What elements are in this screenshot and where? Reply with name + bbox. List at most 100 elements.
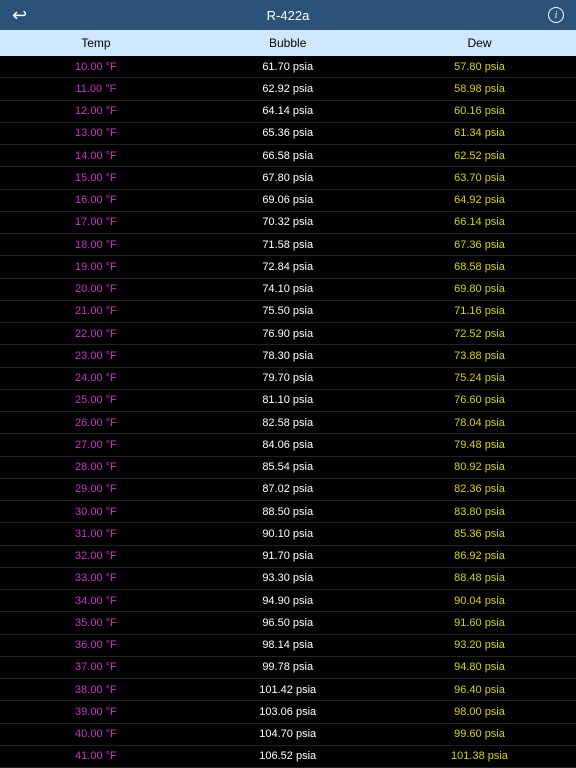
cell-dew: 75.24 psia bbox=[384, 372, 576, 384]
info-icon: i bbox=[548, 7, 564, 23]
table-row[interactable]: 24.00 °F79.70 psia75.24 psia bbox=[0, 368, 576, 390]
table-row[interactable]: 19.00 °F72.84 psia68.58 psia bbox=[0, 256, 576, 278]
table-row[interactable]: 13.00 °F65.36 psia61.34 psia bbox=[0, 123, 576, 145]
cell-bubble: 64.14 psia bbox=[192, 105, 384, 117]
table-row[interactable]: 31.00 °F90.10 psia85.36 psia bbox=[0, 523, 576, 545]
table-row[interactable]: 16.00 °F69.06 psia64.92 psia bbox=[0, 190, 576, 212]
cell-bubble: 69.06 psia bbox=[192, 194, 384, 206]
cell-dew: 83.80 psia bbox=[384, 506, 576, 518]
cell-temp: 40.00 °F bbox=[0, 728, 192, 740]
table-row[interactable]: 40.00 °F104.70 psia99.60 psia bbox=[0, 724, 576, 746]
table-row[interactable]: 41.00 °F106.52 psia101.38 psia bbox=[0, 746, 576, 768]
cell-temp: 26.00 °F bbox=[0, 417, 192, 429]
cell-dew: 96.40 psia bbox=[384, 684, 576, 696]
cell-temp: 25.00 °F bbox=[0, 394, 192, 406]
cell-dew: 99.60 psia bbox=[384, 728, 576, 740]
table-row[interactable]: 25.00 °F81.10 psia76.60 psia bbox=[0, 390, 576, 412]
cell-dew: 57.80 psia bbox=[384, 61, 576, 73]
cell-temp: 22.00 °F bbox=[0, 328, 192, 340]
cell-temp: 20.00 °F bbox=[0, 283, 192, 295]
cell-dew: 66.14 psia bbox=[384, 216, 576, 228]
table-row[interactable]: 29.00 °F87.02 psia82.36 psia bbox=[0, 479, 576, 501]
cell-temp: 31.00 °F bbox=[0, 528, 192, 540]
table-row[interactable]: 35.00 °F96.50 psia91.60 psia bbox=[0, 612, 576, 634]
table-row[interactable]: 34.00 °F94.90 psia90.04 psia bbox=[0, 590, 576, 612]
cell-bubble: 84.06 psia bbox=[192, 439, 384, 451]
cell-dew: 72.52 psia bbox=[384, 328, 576, 340]
cell-bubble: 98.14 psia bbox=[192, 639, 384, 651]
table-row[interactable]: 39.00 °F103.06 psia98.00 psia bbox=[0, 701, 576, 723]
cell-dew: 67.36 psia bbox=[384, 239, 576, 251]
cell-temp: 16.00 °F bbox=[0, 194, 192, 206]
table-row[interactable]: 17.00 °F70.32 psia66.14 psia bbox=[0, 212, 576, 234]
table-header: Temp Bubble Dew bbox=[0, 30, 576, 56]
cell-dew: 98.00 psia bbox=[384, 706, 576, 718]
table-row[interactable]: 37.00 °F99.78 psia94.80 psia bbox=[0, 657, 576, 679]
table-row[interactable]: 28.00 °F85.54 psia80.92 psia bbox=[0, 457, 576, 479]
cell-dew: 60.16 psia bbox=[384, 105, 576, 117]
cell-dew: 64.92 psia bbox=[384, 194, 576, 206]
table-row[interactable]: 14.00 °F66.58 psia62.52 psia bbox=[0, 145, 576, 167]
cell-bubble: 87.02 psia bbox=[192, 483, 384, 495]
cell-temp: 30.00 °F bbox=[0, 506, 192, 518]
cell-dew: 76.60 psia bbox=[384, 394, 576, 406]
cell-bubble: 94.90 psia bbox=[192, 595, 384, 607]
cell-temp: 35.00 °F bbox=[0, 617, 192, 629]
cell-bubble: 88.50 psia bbox=[192, 506, 384, 518]
table-row[interactable]: 11.00 °F62.92 psia58.98 psia bbox=[0, 78, 576, 100]
cell-temp: 12.00 °F bbox=[0, 105, 192, 117]
info-button[interactable]: i bbox=[534, 7, 564, 23]
cell-dew: 71.16 psia bbox=[384, 305, 576, 317]
cell-dew: 63.70 psia bbox=[384, 172, 576, 184]
cell-dew: 90.04 psia bbox=[384, 595, 576, 607]
cell-temp: 24.00 °F bbox=[0, 372, 192, 384]
table-row[interactable]: 26.00 °F82.58 psia78.04 psia bbox=[0, 412, 576, 434]
cell-temp: 29.00 °F bbox=[0, 483, 192, 495]
cell-bubble: 81.10 psia bbox=[192, 394, 384, 406]
cell-bubble: 90.10 psia bbox=[192, 528, 384, 540]
cell-dew: 82.36 psia bbox=[384, 483, 576, 495]
cell-bubble: 99.78 psia bbox=[192, 661, 384, 673]
cell-dew: 61.34 psia bbox=[384, 127, 576, 139]
cell-temp: 18.00 °F bbox=[0, 239, 192, 251]
back-arrow-icon: ↪ bbox=[12, 5, 27, 26]
cell-bubble: 70.32 psia bbox=[192, 216, 384, 228]
table-row[interactable]: 12.00 °F64.14 psia60.16 psia bbox=[0, 101, 576, 123]
cell-dew: 69.80 psia bbox=[384, 283, 576, 295]
cell-temp: 15.00 °F bbox=[0, 172, 192, 184]
cell-temp: 28.00 °F bbox=[0, 461, 192, 473]
cell-bubble: 101.42 psia bbox=[192, 684, 384, 696]
table-row[interactable]: 33.00 °F93.30 psia88.48 psia bbox=[0, 568, 576, 590]
cell-dew: 101.38 psia bbox=[384, 750, 576, 762]
cell-bubble: 61.70 psia bbox=[192, 61, 384, 73]
table-row[interactable]: 18.00 °F71.58 psia67.36 psia bbox=[0, 234, 576, 256]
cell-dew: 94.80 psia bbox=[384, 661, 576, 673]
table-row[interactable]: 30.00 °F88.50 psia83.80 psia bbox=[0, 501, 576, 523]
table-row[interactable]: 15.00 °F67.80 psia63.70 psia bbox=[0, 167, 576, 189]
table-row[interactable]: 36.00 °F98.14 psia93.20 psia bbox=[0, 635, 576, 657]
cell-bubble: 78.30 psia bbox=[192, 350, 384, 362]
header-bubble: Bubble bbox=[192, 36, 384, 50]
cell-bubble: 76.90 psia bbox=[192, 328, 384, 340]
cell-bubble: 91.70 psia bbox=[192, 550, 384, 562]
cell-bubble: 93.30 psia bbox=[192, 572, 384, 584]
nav-bar: ↪ R-422a i bbox=[0, 0, 576, 30]
cell-temp: 32.00 °F bbox=[0, 550, 192, 562]
cell-bubble: 71.58 psia bbox=[192, 239, 384, 251]
table-row[interactable]: 23.00 °F78.30 psia73.88 psia bbox=[0, 345, 576, 367]
table-row[interactable]: 22.00 °F76.90 psia72.52 psia bbox=[0, 323, 576, 345]
table-body[interactable]: 10.00 °F61.70 psia57.80 psia11.00 °F62.9… bbox=[0, 56, 576, 768]
cell-temp: 41.00 °F bbox=[0, 750, 192, 762]
cell-bubble: 74.10 psia bbox=[192, 283, 384, 295]
table-row[interactable]: 21.00 °F75.50 psia71.16 psia bbox=[0, 301, 576, 323]
table-row[interactable]: 10.00 °F61.70 psia57.80 psia bbox=[0, 56, 576, 78]
back-button[interactable]: ↪ bbox=[12, 5, 42, 26]
cell-temp: 27.00 °F bbox=[0, 439, 192, 451]
table-row[interactable]: 20.00 °F74.10 psia69.80 psia bbox=[0, 279, 576, 301]
table-row[interactable]: 38.00 °F101.42 psia96.40 psia bbox=[0, 679, 576, 701]
cell-dew: 93.20 psia bbox=[384, 639, 576, 651]
table-row[interactable]: 27.00 °F84.06 psia79.48 psia bbox=[0, 434, 576, 456]
cell-temp: 19.00 °F bbox=[0, 261, 192, 273]
cell-temp: 34.00 °F bbox=[0, 595, 192, 607]
table-row[interactable]: 32.00 °F91.70 psia86.92 psia bbox=[0, 546, 576, 568]
